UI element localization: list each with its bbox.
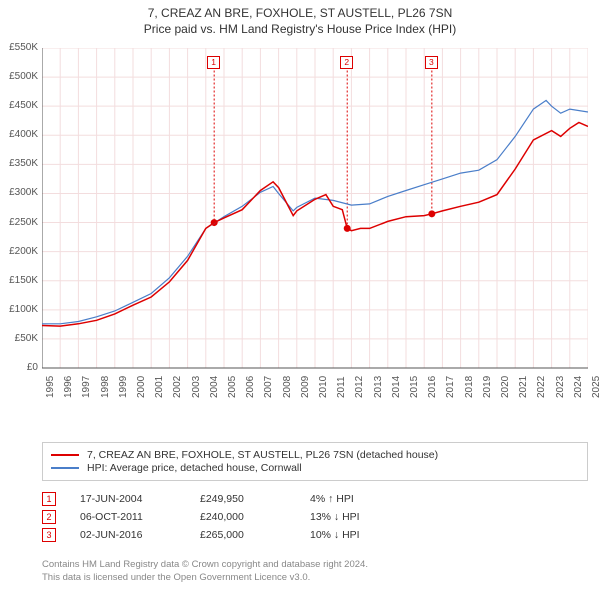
x-axis-label: 1995: [45, 376, 56, 398]
y-axis-label: £250K: [0, 217, 38, 228]
transaction-row: 3 02-JUN-2016£265,00010% ↓ HPI: [42, 528, 588, 542]
x-axis-label: 2013: [373, 376, 384, 398]
legend-item: 7, CREAZ AN BRE, FOXHOLE, ST AUSTELL, PL…: [51, 449, 579, 461]
x-axis-label: 2008: [282, 376, 293, 398]
transaction-marker: 3: [42, 528, 56, 542]
legend-box: 7, CREAZ AN BRE, FOXHOLE, ST AUSTELL, PL…: [42, 442, 588, 481]
x-axis-label: 2010: [318, 376, 329, 398]
y-axis-label: £50K: [0, 333, 38, 344]
transaction-price: £249,950: [200, 493, 310, 505]
chart-marker-box: 1: [207, 56, 220, 69]
transaction-diff: 4% ↑ HPI: [310, 493, 430, 505]
legend-item: HPI: Average price, detached house, Corn…: [51, 462, 579, 474]
x-axis-label: 2006: [245, 376, 256, 398]
x-axis-label: 2009: [300, 376, 311, 398]
x-axis-label: 2000: [136, 376, 147, 398]
chart-container: 7, CREAZ AN BRE, FOXHOLE, ST AUSTELL, PL…: [0, 0, 600, 590]
x-axis-label: 2003: [191, 376, 202, 398]
x-axis-label: 2015: [409, 376, 420, 398]
title-sub: Price paid vs. HM Land Registry's House …: [0, 22, 600, 36]
x-axis-label: 2014: [391, 376, 402, 398]
legend-label: HPI: Average price, detached house, Corn…: [87, 462, 302, 474]
y-axis-label: £550K: [0, 42, 38, 53]
y-axis-label: £0: [0, 362, 38, 373]
x-axis-label: 2016: [427, 376, 438, 398]
x-axis-label: 2019: [482, 376, 493, 398]
x-axis-label: 2017: [445, 376, 456, 398]
transaction-marker: 2: [42, 510, 56, 524]
transaction-price: £265,000: [200, 529, 310, 541]
x-axis-label: 1999: [118, 376, 129, 398]
x-axis-label: 2022: [536, 376, 547, 398]
y-axis-label: £350K: [0, 158, 38, 169]
transaction-row: 1 17-JUN-2004£249,9504% ↑ HPI: [42, 492, 588, 506]
footer-line1: Contains HM Land Registry data © Crown c…: [42, 559, 368, 571]
transaction-date: 02-JUN-2016: [80, 529, 200, 541]
transaction-diff: 10% ↓ HPI: [310, 529, 430, 541]
x-axis-label: 2011: [336, 376, 347, 398]
title-block: 7, CREAZ AN BRE, FOXHOLE, ST AUSTELL, PL…: [0, 0, 600, 38]
x-axis-label: 2002: [172, 376, 183, 398]
x-axis-label: 2025: [591, 376, 600, 398]
y-axis-label: £500K: [0, 71, 38, 82]
y-axis-label: £400K: [0, 129, 38, 140]
x-axis-label: 1998: [100, 376, 111, 398]
legend-label: 7, CREAZ AN BRE, FOXHOLE, ST AUSTELL, PL…: [87, 449, 438, 461]
x-axis-label: 2005: [227, 376, 238, 398]
chart-marker-box: 3: [425, 56, 438, 69]
chart-svg: [42, 48, 588, 404]
x-axis-label: 2024: [573, 376, 584, 398]
x-axis-label: 2023: [555, 376, 566, 398]
transaction-date: 06-OCT-2011: [80, 511, 200, 523]
footer-line2: This data is licensed under the Open Gov…: [42, 572, 368, 584]
x-axis-label: 2001: [154, 376, 165, 398]
x-axis-label: 2018: [464, 376, 475, 398]
y-axis-label: £450K: [0, 100, 38, 111]
x-axis-label: 2012: [354, 376, 365, 398]
x-axis-label: 1997: [81, 376, 92, 398]
transaction-price: £240,000: [200, 511, 310, 523]
chart-area: [42, 48, 588, 404]
transaction-date: 17-JUN-2004: [80, 493, 200, 505]
legend-swatch: [51, 454, 79, 456]
x-axis-label: 1996: [63, 376, 74, 398]
title-main: 7, CREAZ AN BRE, FOXHOLE, ST AUSTELL, PL…: [0, 6, 600, 20]
y-axis-label: £300K: [0, 187, 38, 198]
legend-swatch: [51, 467, 79, 469]
transaction-diff: 13% ↓ HPI: [310, 511, 430, 523]
transaction-marker: 1: [42, 492, 56, 506]
chart-marker-box: 2: [340, 56, 353, 69]
x-axis-label: 2004: [209, 376, 220, 398]
x-axis-label: 2007: [263, 376, 274, 398]
transactions-table: 1 17-JUN-2004£249,9504% ↑ HPI 2 06-OCT-2011…: [42, 488, 588, 546]
footer: Contains HM Land Registry data © Crown c…: [42, 559, 368, 584]
y-axis-label: £150K: [0, 275, 38, 286]
y-axis-label: £100K: [0, 304, 38, 315]
y-axis-label: £200K: [0, 246, 38, 257]
transaction-row: 2 06-OCT-2011£240,00013% ↓ HPI: [42, 510, 588, 524]
x-axis-label: 2021: [518, 376, 529, 398]
x-axis-label: 2020: [500, 376, 511, 398]
